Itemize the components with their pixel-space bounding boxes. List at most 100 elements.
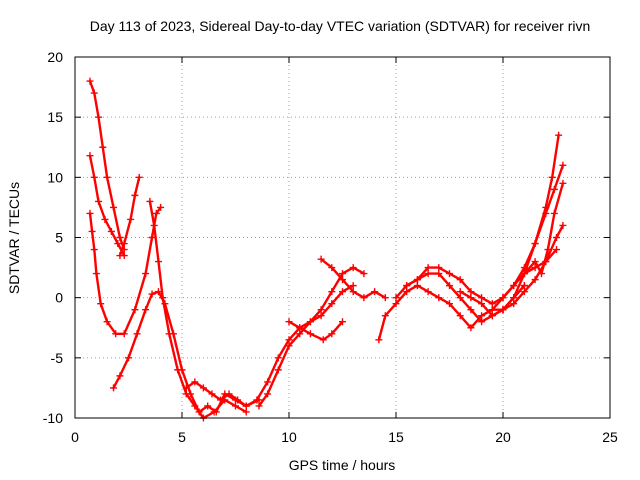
data-point-marker <box>116 372 124 380</box>
data-point-marker <box>199 384 207 392</box>
data-point-marker <box>95 113 103 121</box>
chart-title: Day 113 of 2023, Sidereal Day-to-day VTE… <box>90 18 591 34</box>
series-line <box>459 224 565 317</box>
data-point-marker <box>99 143 107 151</box>
data-point-marker <box>114 240 122 248</box>
series-arc-i <box>255 264 368 410</box>
data-point-marker <box>103 173 111 181</box>
data-point-marker <box>103 318 111 326</box>
data-point-marker <box>446 300 453 308</box>
y-tick-label: -5 <box>51 350 64 366</box>
data-point-marker <box>174 366 182 374</box>
data-point-marker <box>553 234 560 241</box>
data-point-marker <box>88 227 96 235</box>
data-point-marker <box>317 255 325 263</box>
data-point-marker <box>120 252 128 260</box>
data-point-marker <box>120 330 128 338</box>
data-point-marker <box>148 234 156 241</box>
data-point-marker <box>456 288 464 296</box>
data-point-marker <box>210 408 218 416</box>
data-point-marker <box>317 312 325 320</box>
data-point-marker <box>264 390 272 398</box>
data-point-marker <box>264 378 272 386</box>
data-point-marker <box>456 294 464 302</box>
data-point-marker <box>510 294 518 302</box>
data-point-marker <box>253 396 261 404</box>
data-point-marker <box>90 173 98 181</box>
series-line <box>244 284 355 408</box>
series-line <box>512 133 560 299</box>
data-point-marker <box>150 221 158 229</box>
series-arc-a <box>86 77 128 254</box>
data-point-marker <box>531 258 539 266</box>
data-point-marker <box>92 270 100 278</box>
series-arc-f <box>146 197 250 422</box>
data-point-marker <box>86 152 94 160</box>
data-point-marker <box>191 402 199 410</box>
y-tick-label: 20 <box>47 49 63 65</box>
data-point-marker <box>510 282 518 290</box>
data-point-marker <box>531 276 539 284</box>
data-point-marker <box>446 282 453 290</box>
data-point-marker <box>424 264 432 272</box>
data-point-marker <box>550 209 558 217</box>
data-point-marker <box>478 294 486 302</box>
x-tick-label: 0 <box>71 429 79 445</box>
data-point-marker <box>413 282 421 290</box>
data-point-marker <box>116 234 124 241</box>
data-point-marker <box>208 390 216 398</box>
y-tick-label: -10 <box>43 410 63 426</box>
data-point-marker <box>456 312 464 320</box>
data-point-marker <box>142 306 150 314</box>
data-point-marker <box>467 288 475 296</box>
data-point-marker <box>152 209 160 217</box>
axis-ticks: 0 5 10 15 20 25 -10 -5 0 5 10 15 20 <box>43 49 618 445</box>
series-line <box>88 79 126 251</box>
data-point-marker <box>555 131 563 139</box>
data-point-marker <box>339 270 346 278</box>
data-point-marker <box>328 300 336 308</box>
data-point-marker <box>97 300 105 308</box>
data-point-marker <box>131 306 139 314</box>
data-point-marker <box>317 306 325 314</box>
data-point-marker <box>242 408 250 416</box>
series-arc-q <box>510 131 563 302</box>
data-point-marker <box>424 270 432 278</box>
series-arc-k <box>317 255 389 302</box>
data-point-marker <box>204 402 212 410</box>
data-point-marker <box>371 288 379 296</box>
data-point-marker <box>182 384 190 392</box>
data-point-marker <box>550 185 558 193</box>
series-arc-c <box>86 152 128 260</box>
series-arc-j <box>285 318 346 344</box>
data-point-marker <box>392 294 400 302</box>
data-point-marker <box>435 294 443 302</box>
data-point-marker <box>559 179 567 187</box>
series-line <box>185 380 248 408</box>
data-point-marker <box>403 288 411 296</box>
data-point-marker <box>531 240 539 248</box>
data-point-marker <box>544 246 552 254</box>
data-point-marker <box>548 173 556 181</box>
data-point-marker <box>225 390 233 398</box>
data-point-marker <box>90 246 98 254</box>
y-axis-label: SDTVAR / TECUs <box>6 182 22 294</box>
x-axis-label: GPS time / hours <box>289 457 396 473</box>
data-point-marker <box>133 330 141 338</box>
series-arc-d <box>86 203 165 338</box>
series-arc-r <box>520 179 567 278</box>
data-point-marker <box>559 221 567 229</box>
data-point-marker <box>520 288 528 296</box>
data-point-marker <box>306 330 314 338</box>
data-point-marker <box>553 246 560 254</box>
series-arc-o <box>456 221 567 320</box>
series-line <box>287 320 344 341</box>
data-point-marker <box>110 384 118 392</box>
data-point-marker <box>435 270 443 278</box>
series-arc-l <box>375 282 528 344</box>
y-tick-label: 10 <box>47 169 63 185</box>
data-point-marker <box>360 294 368 302</box>
data-point-marker <box>285 336 293 344</box>
data-point-marker <box>159 294 167 302</box>
